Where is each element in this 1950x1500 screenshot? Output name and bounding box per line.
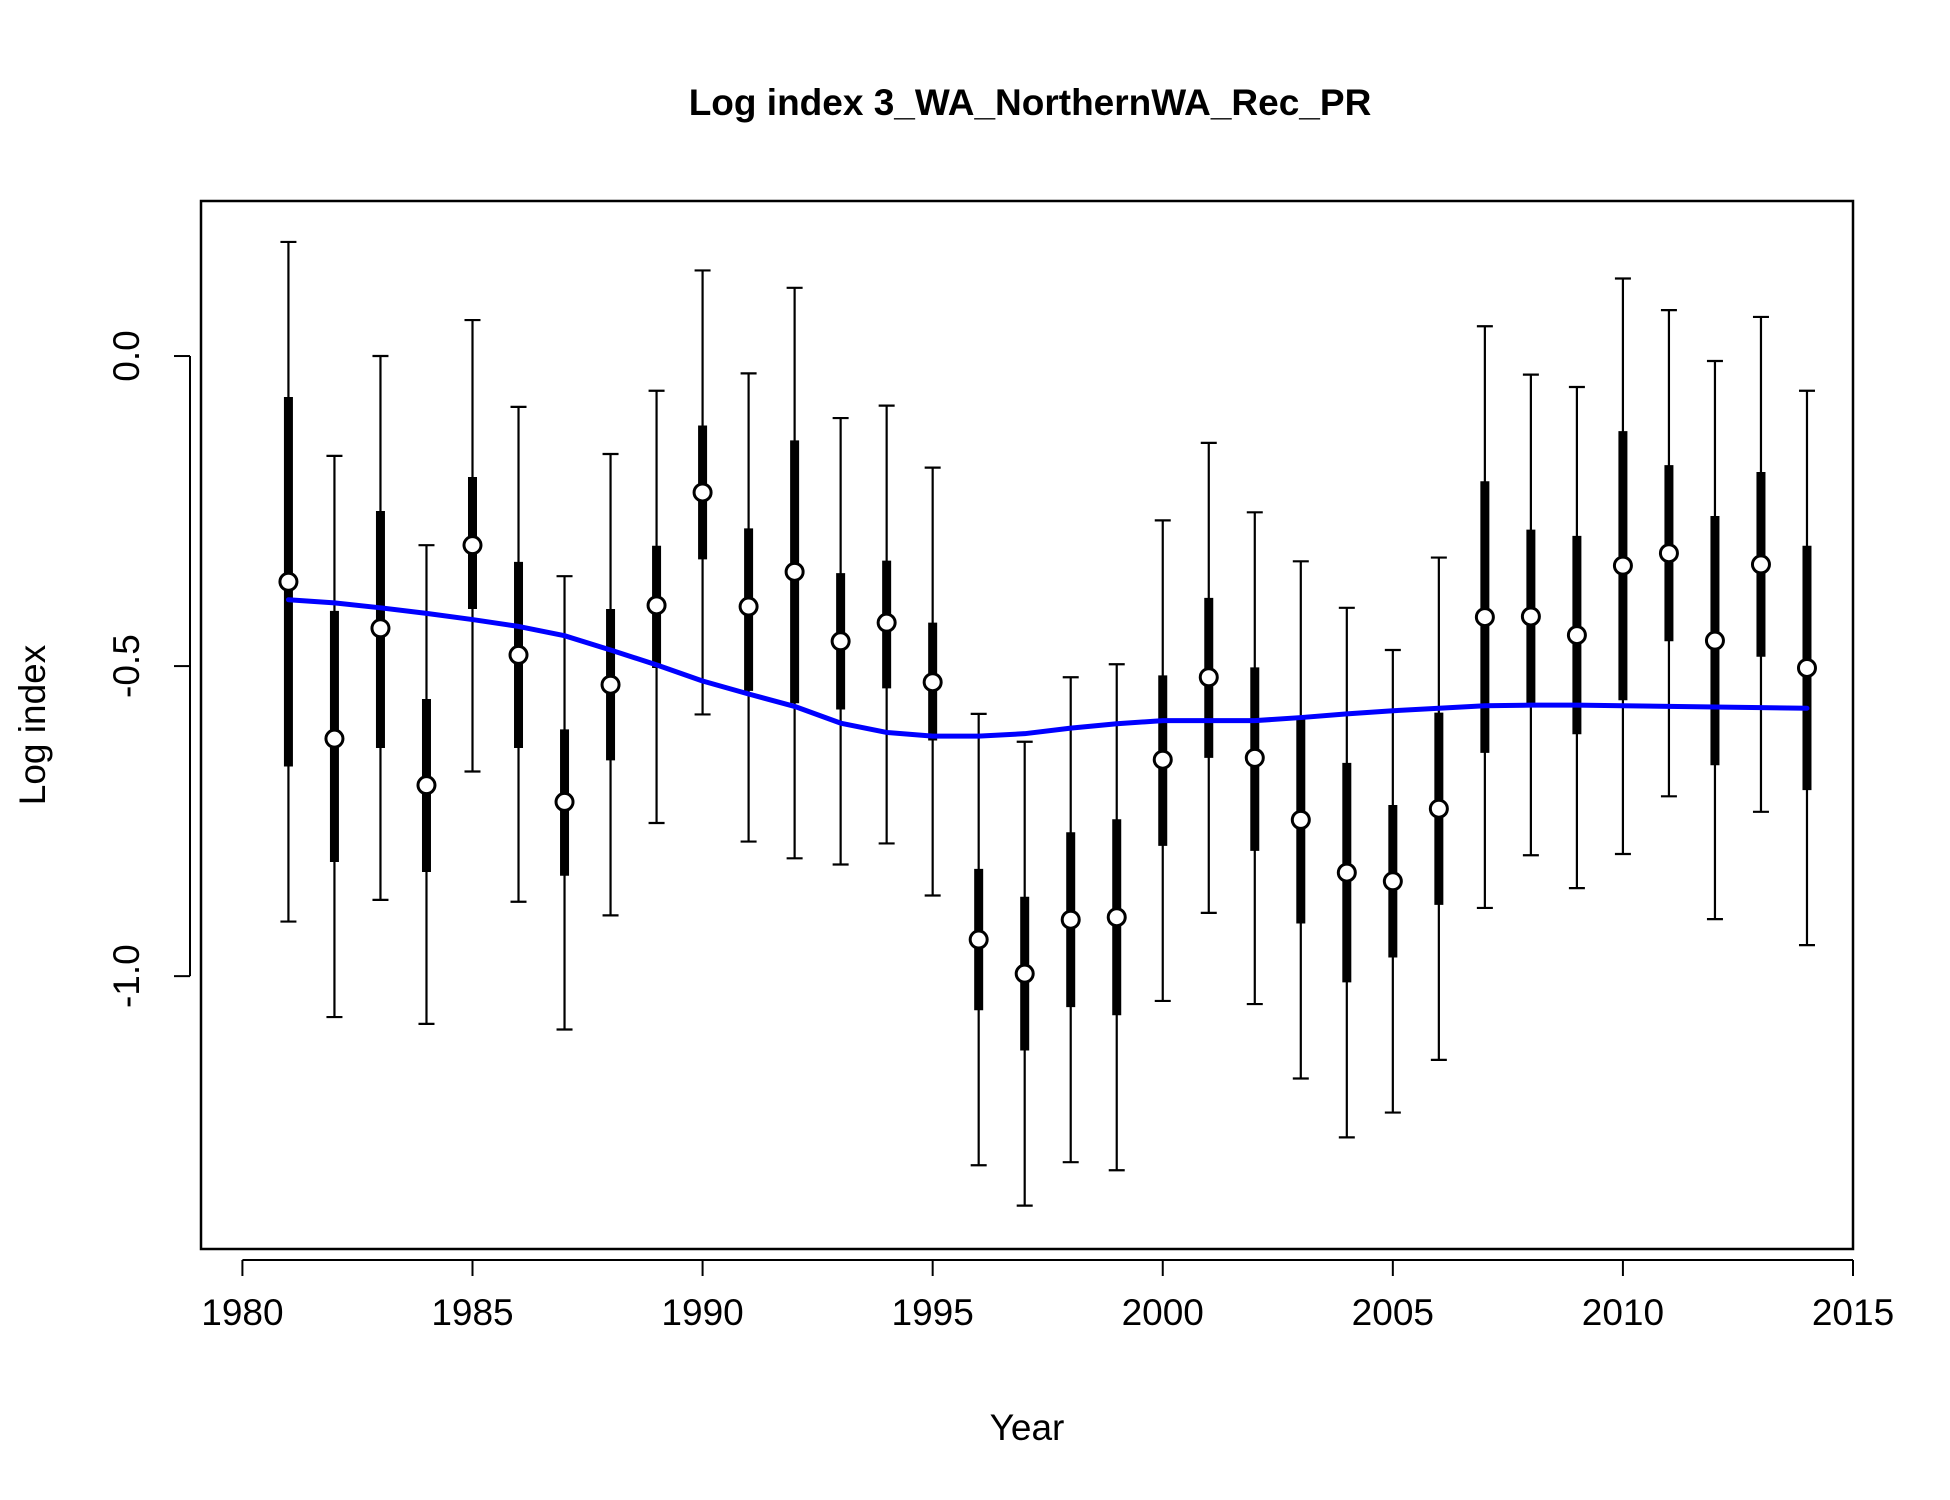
observed-point bbox=[1152, 749, 1173, 770]
observed-point bbox=[1382, 871, 1403, 892]
x-axis: 1980 1985 1990 1995 2000 2005 2010 2015 bbox=[201, 1259, 1894, 1333]
fit-line-layer bbox=[285, 597, 1810, 739]
y-axis: -1.0 -0.5 0.0 bbox=[106, 330, 191, 1008]
x-tick-label: 2005 bbox=[1352, 1292, 1434, 1333]
observed-point bbox=[1290, 809, 1311, 830]
observed-point bbox=[1566, 625, 1587, 646]
y-tick-label: -0.5 bbox=[106, 634, 147, 698]
observed-point bbox=[416, 775, 437, 796]
observed-point bbox=[646, 595, 667, 616]
x-tick-label: 2010 bbox=[1582, 1292, 1664, 1333]
observed-point bbox=[1474, 607, 1495, 628]
observed-point bbox=[1658, 543, 1679, 564]
observed-point bbox=[1704, 630, 1725, 651]
observed-point bbox=[1612, 555, 1633, 576]
observed-point bbox=[1014, 963, 1035, 984]
observed-point bbox=[554, 791, 575, 812]
observed-point bbox=[462, 535, 483, 556]
observed-point bbox=[1428, 798, 1449, 819]
point-layer bbox=[278, 482, 1817, 984]
observed-point bbox=[1198, 667, 1219, 688]
y-axis-label: Log index bbox=[12, 644, 53, 805]
observed-point bbox=[692, 482, 713, 503]
observed-point bbox=[324, 728, 345, 749]
observed-point bbox=[278, 571, 299, 592]
observed-point bbox=[1244, 747, 1265, 768]
x-tick-label: 1980 bbox=[201, 1292, 283, 1333]
observed-point bbox=[922, 672, 943, 693]
plot-frame bbox=[199, 199, 1855, 1251]
observed-point bbox=[830, 631, 851, 652]
x-tick-label: 2000 bbox=[1122, 1292, 1204, 1333]
x-axis-label: Year bbox=[990, 1407, 1065, 1448]
x-tick-label: 2015 bbox=[1812, 1292, 1894, 1333]
y-tick-label: -1.0 bbox=[106, 944, 147, 1008]
observed-point bbox=[784, 561, 805, 582]
observed-point bbox=[1336, 862, 1357, 883]
observed-point bbox=[600, 674, 621, 695]
y-tick-label: 0.0 bbox=[106, 330, 147, 381]
observed-point bbox=[1796, 657, 1817, 678]
chart-title: Log index 3_WA_NorthernWA_Rec_PR bbox=[689, 82, 1372, 123]
fit-line bbox=[285, 597, 1810, 739]
observed-point bbox=[1060, 909, 1081, 930]
observed-point bbox=[968, 929, 989, 950]
interval-layer bbox=[280, 240, 1815, 1207]
observed-point bbox=[1520, 606, 1541, 627]
observed-point bbox=[370, 618, 391, 639]
observed-point bbox=[1106, 907, 1127, 928]
observed-point bbox=[738, 596, 759, 617]
observed-point bbox=[1750, 554, 1771, 575]
x-tick-label: 1985 bbox=[431, 1292, 513, 1333]
x-tick-label: 1995 bbox=[892, 1292, 974, 1333]
x-tick-label: 1990 bbox=[661, 1292, 743, 1333]
observed-point bbox=[508, 644, 529, 665]
observed-point bbox=[876, 612, 897, 633]
